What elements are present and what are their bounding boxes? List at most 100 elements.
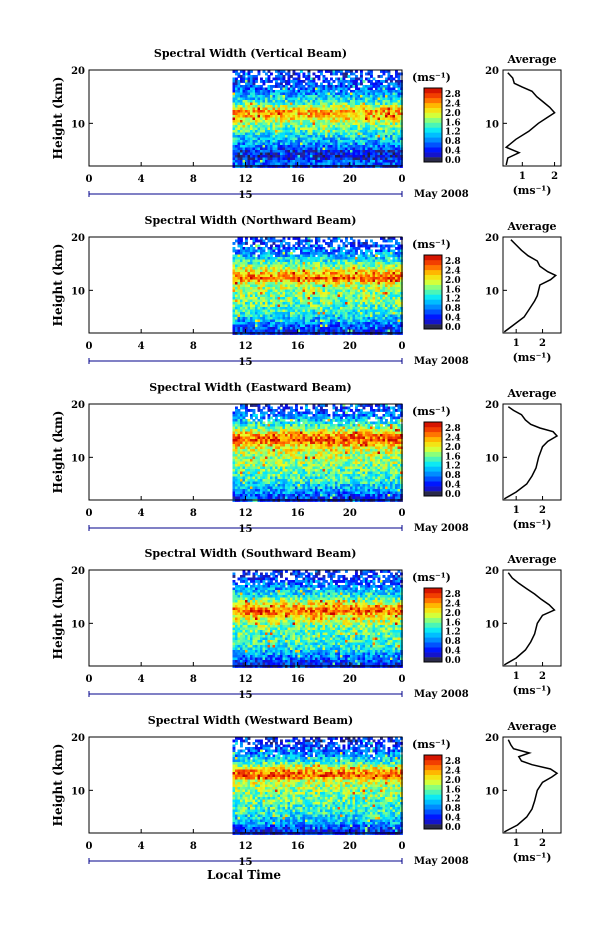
heatmap-cell (285, 280, 288, 283)
heatmap-cell (313, 148, 316, 151)
heatmap-cell (233, 282, 236, 285)
heatmap-cell (350, 118, 353, 121)
heatmap-cell (305, 247, 308, 250)
heatmap-cell (398, 78, 401, 81)
heatmap-cell (383, 118, 386, 121)
heatmap-cell (395, 312, 398, 315)
heatmap-cell (270, 305, 273, 308)
heatmap-cell (360, 300, 363, 303)
heatmap-cell (345, 93, 348, 96)
heatmap-cell (250, 297, 253, 300)
heatmap-cell (398, 285, 401, 288)
heatmap-cell (370, 155, 373, 158)
heatmap-cell (365, 300, 368, 303)
heatmap-cell (238, 150, 241, 153)
heatmap-cell (358, 297, 361, 300)
heatmap-cell (310, 105, 313, 108)
heatmap-cell (283, 272, 286, 275)
heatmap-cell (305, 133, 308, 136)
heatmap-cell (393, 153, 396, 156)
heatmap-cell (395, 118, 398, 121)
heatmap-cell (298, 240, 301, 243)
heatmap-cell (308, 255, 311, 258)
heatmap-cell (275, 120, 278, 123)
heatmap-cell (390, 300, 393, 303)
heatmap-cell (383, 317, 386, 320)
heatmap-cell (248, 262, 251, 265)
heatmap-cell (273, 297, 276, 300)
heatmap-cell (243, 85, 246, 88)
heatmap-cell (365, 240, 368, 243)
heatmap-cell (288, 277, 291, 280)
heatmap-cell (295, 297, 298, 300)
heatmap-cell (295, 95, 298, 98)
heatmap-cell (333, 143, 336, 146)
heatmap-cell (308, 115, 311, 118)
heatmap-cell (318, 135, 321, 138)
heatmap-cell (378, 305, 381, 308)
heatmap-cell (250, 327, 253, 330)
heatmap-cell (245, 115, 248, 118)
heatmap-cell (278, 320, 281, 323)
heatmap-cell (355, 155, 358, 158)
heatmap-cell (330, 73, 333, 76)
heatmap-cell (280, 115, 283, 118)
heatmap-cell (325, 148, 328, 151)
heatmap-cell (315, 155, 318, 158)
heatmap-cell (360, 330, 363, 333)
heatmap-cell (330, 118, 333, 121)
heatmap-cell (380, 108, 383, 111)
heatmap-cell (355, 163, 358, 166)
heatmap-cell (388, 292, 391, 295)
heatmap-cell (305, 120, 308, 123)
heatmap-cell (253, 135, 256, 138)
heatmap-cell (375, 138, 378, 141)
heatmap-cell (293, 115, 296, 118)
heatmap-cell (248, 265, 251, 268)
heatmap-cell (300, 252, 303, 255)
heatmap-cell (305, 295, 308, 298)
heatmap-cell (283, 120, 286, 123)
heatmap-cell (368, 88, 371, 91)
heatmap-cell (358, 128, 361, 131)
heatmap-cell (325, 143, 328, 146)
heatmap-cell (258, 315, 261, 318)
heatmap-cell (280, 108, 283, 111)
heatmap-cell (395, 242, 398, 245)
heatmap-cell (325, 280, 328, 283)
heatmap-cell (348, 290, 351, 293)
heatmap-cell (333, 148, 336, 151)
heatmap-cell (265, 295, 268, 298)
heatmap-cell (305, 277, 308, 280)
heatmap-cell (368, 312, 371, 315)
heatmap-cell (243, 327, 246, 330)
heatmap-cell (345, 312, 348, 315)
colorbar-segment (424, 147, 442, 152)
heatmap-cell (358, 103, 361, 106)
heatmap-cell (343, 140, 346, 143)
heatmap-cell (373, 270, 376, 273)
heatmap-cell (243, 140, 246, 143)
heatmap-cell (365, 250, 368, 253)
heatmap-cell (343, 88, 346, 91)
heatmap-cell (298, 143, 301, 146)
heatmap-cell (245, 282, 248, 285)
heatmap-cell (260, 282, 263, 285)
heatmap-cell (253, 80, 256, 83)
heatmap-cell (320, 255, 323, 258)
heatmap-cell (348, 250, 351, 253)
heatmap-cell (383, 275, 386, 278)
heatmap-cell (315, 285, 318, 288)
heatmap-cell (363, 95, 366, 98)
heatmap-cell (348, 317, 351, 320)
heatmap-cell (300, 247, 303, 250)
heatmap-cell (298, 312, 301, 315)
heatmap-cell (235, 240, 238, 243)
heatmap-cell (250, 100, 253, 103)
heatmap-cell (308, 73, 311, 76)
heatmap-cell (310, 307, 313, 310)
heatmap-cell (273, 140, 276, 143)
heatmap-cell (280, 155, 283, 158)
heatmap-cell (353, 255, 356, 258)
heatmap-cell (315, 100, 318, 103)
